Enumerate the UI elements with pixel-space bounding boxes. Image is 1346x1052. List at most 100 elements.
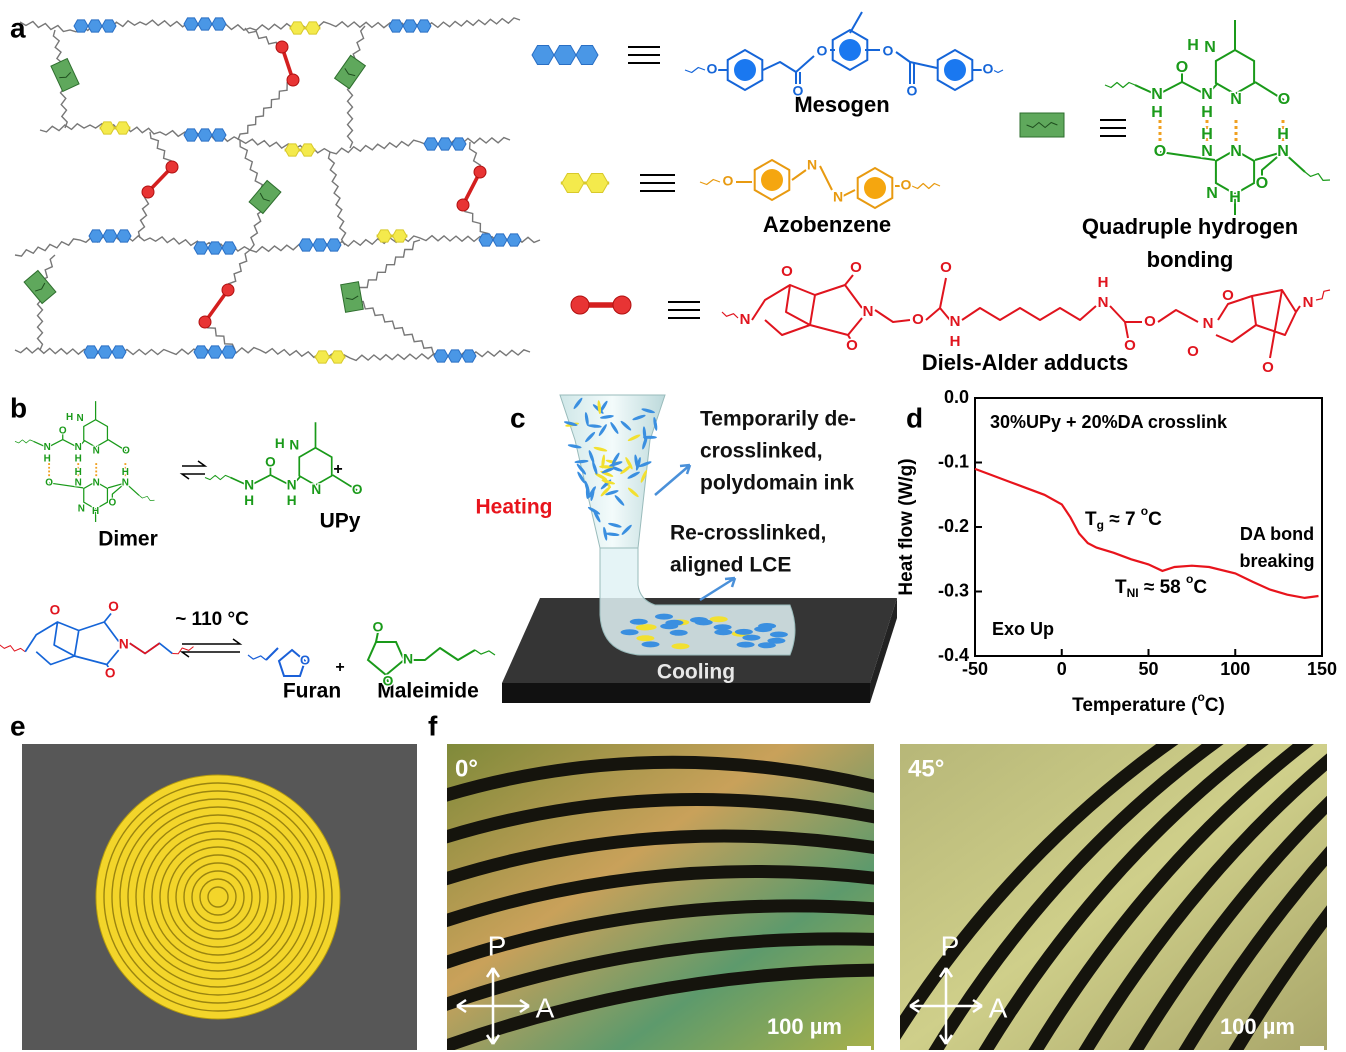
legend-name: Mesogen	[794, 92, 889, 117]
atom-label: O	[1176, 59, 1188, 76]
hexagon	[393, 230, 407, 242]
atom-label: O	[383, 673, 394, 689]
hexagon	[306, 22, 320, 34]
annotation-part: o	[1197, 690, 1204, 704]
atom-label: N	[1203, 315, 1214, 332]
arrow	[655, 465, 690, 495]
atom-label: H	[44, 453, 51, 464]
y-axis-title: Heat flow (W/g)	[896, 458, 917, 595]
figure: a b c d e f Mesogen Azobenzene Quadruple…	[0, 0, 1346, 1052]
atom-label: O	[940, 259, 952, 276]
hexagon	[462, 350, 476, 362]
atom-label: O	[707, 61, 718, 77]
hexagon	[184, 18, 198, 30]
hexagon	[417, 20, 431, 32]
panel-label: a	[10, 12, 26, 43]
hexagon	[290, 22, 304, 34]
annotation-part: ≈ 7	[1104, 509, 1141, 530]
atom-label: H	[1098, 274, 1109, 291]
azobenzene-unit	[561, 174, 609, 193]
bead	[613, 296, 631, 314]
atom-label: N	[1277, 143, 1289, 160]
annotation: polydomain ink	[700, 472, 854, 495]
atom-label: N	[1098, 294, 1109, 311]
hexagon	[208, 346, 222, 358]
angle-label: 0°	[455, 755, 478, 782]
hexagon	[434, 350, 448, 362]
mesogen-unit	[74, 20, 116, 32]
atom-label: N	[244, 478, 254, 493]
hexagon	[116, 122, 130, 134]
bonds	[205, 475, 231, 479]
atom-label: H	[1187, 37, 1199, 54]
atom-label: N	[1206, 185, 1218, 202]
hexagon	[194, 346, 208, 358]
hexagon	[184, 129, 198, 141]
equilibrium-arrow	[182, 639, 240, 644]
mesogen-unit	[84, 346, 126, 358]
bead	[142, 186, 154, 198]
hydrogen-bond-structure: HNONHNHNOOHNNHNONH	[1105, 20, 1330, 215]
bonds	[139, 495, 155, 500]
atom-label: O	[912, 311, 924, 328]
hexagon	[576, 46, 598, 65]
hexagon	[493, 234, 507, 246]
atom-label: N	[1303, 294, 1314, 311]
atom-label: O	[817, 43, 828, 59]
legend-name: bonding	[1147, 247, 1234, 272]
aligned-rod	[636, 635, 654, 641]
mesogen-unit	[194, 346, 236, 358]
bonds	[475, 650, 495, 655]
panel-label: b	[10, 392, 27, 423]
hexagon	[117, 230, 131, 242]
equilibrium-arrow	[182, 461, 205, 466]
azobenzene-unit	[100, 122, 131, 134]
atom-label: N	[311, 482, 321, 497]
atom-label: O	[105, 665, 116, 680]
analyzer-label: A	[989, 992, 1008, 1023]
aligned-rod	[690, 617, 708, 623]
atom-label: N	[1230, 143, 1242, 160]
da-unit	[571, 296, 631, 314]
hexagon	[112, 346, 126, 358]
hexagon	[198, 18, 212, 30]
annotation: DA bond	[1240, 524, 1314, 544]
polarizer-label: P	[941, 930, 960, 961]
bonds	[685, 68, 705, 73]
x-tick-label: 0	[1057, 659, 1067, 679]
annotation-part: o	[1186, 572, 1193, 586]
atom-label: O	[265, 455, 276, 470]
atom-label: O	[850, 259, 862, 276]
hexagon	[88, 20, 102, 32]
aligned-rod	[642, 641, 660, 647]
atom-label: N	[75, 442, 82, 453]
azobenzene-unit	[290, 22, 321, 34]
ring-center	[734, 59, 756, 81]
atom-label: O	[793, 83, 804, 99]
annotation: breaking	[1239, 551, 1314, 571]
angle-label: 45°	[908, 755, 944, 782]
atom-label: N	[863, 303, 874, 320]
atom-label: N	[1201, 86, 1213, 103]
y-tick-label: -0.2	[938, 516, 969, 536]
hexagon	[102, 20, 116, 32]
atom-label: O	[1124, 337, 1136, 354]
structure-name: Dimer	[98, 528, 158, 551]
hexagon	[448, 350, 462, 362]
annotation: Temporarily de-	[700, 408, 856, 431]
atom-label: N	[1151, 86, 1163, 103]
aligned-rod	[742, 635, 760, 641]
hexagon	[313, 239, 327, 251]
hexagon	[299, 239, 313, 251]
bonds	[0, 645, 25, 652]
aligned-rod	[714, 629, 732, 635]
atom-label: H	[287, 493, 297, 508]
hexagon	[103, 230, 117, 242]
atom-label: N	[287, 478, 297, 493]
atom-label: N	[403, 651, 413, 667]
chain	[38, 255, 56, 350]
bonds	[993, 70, 1003, 73]
azobenzene-unit	[377, 230, 408, 242]
mesogen-unit	[184, 18, 226, 30]
